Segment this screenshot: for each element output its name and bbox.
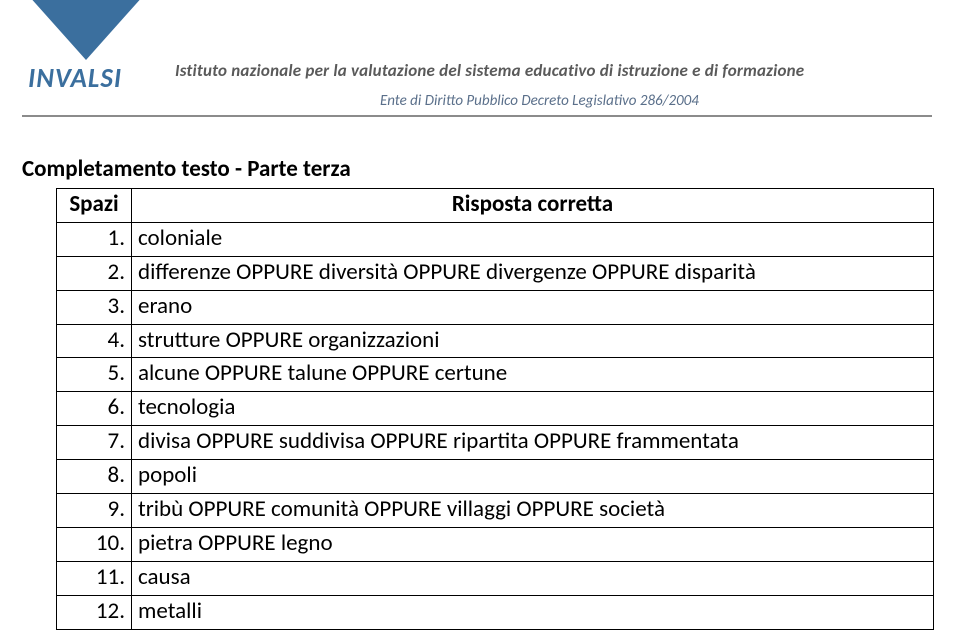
row-number: 6.	[57, 392, 132, 426]
section-title: Completamento testo - Parte terza	[22, 155, 351, 183]
logo-triangle-icon	[28, 0, 144, 60]
row-number: 10.	[57, 527, 132, 561]
row-answer: erano	[132, 290, 934, 324]
table-row: 6.tecnologia	[57, 392, 934, 426]
logo-text: INVALSI	[28, 62, 122, 95]
row-answer: causa	[132, 561, 934, 595]
row-answer: metalli	[132, 595, 934, 629]
row-number: 5.	[57, 358, 132, 392]
table-row: 11.causa	[57, 561, 934, 595]
table-row: 8.popoli	[57, 460, 934, 494]
col-header-risposta: Risposta corretta	[132, 189, 934, 223]
row-number: 1.	[57, 222, 132, 256]
table-row: 3.erano	[57, 290, 934, 324]
row-answer: coloniale	[132, 222, 934, 256]
table-row: 5.alcune OPPURE talune OPPURE certune	[57, 358, 934, 392]
table-row: 4.strutture OPPURE organizzazioni	[57, 324, 934, 358]
answers-table: Spazi Risposta corretta 1.coloniale2.dif…	[56, 188, 934, 630]
row-number: 11.	[57, 561, 132, 595]
header-banner: INVALSI Istituto nazionale per la valuta…	[0, 0, 959, 115]
table-row: 7.divisa OPPURE suddivisa OPPURE riparti…	[57, 426, 934, 460]
row-number: 8.	[57, 460, 132, 494]
row-answer: tribù OPPURE comunità OPPURE villaggi OP…	[132, 494, 934, 528]
col-header-spazi: Spazi	[57, 189, 132, 223]
institute-name: Istituto nazionale per la valutazione de…	[175, 60, 804, 81]
table-row: 1.coloniale	[57, 222, 934, 256]
row-answer: pietra OPPURE legno	[132, 527, 934, 561]
table-row: 10.pietra OPPURE legno	[57, 527, 934, 561]
row-number: 12.	[57, 595, 132, 629]
header-divider	[22, 115, 932, 117]
table-row: 9.tribù OPPURE comunità OPPURE villaggi …	[57, 494, 934, 528]
row-number: 7.	[57, 426, 132, 460]
table-row: 2.differenze OPPURE diversità OPPURE div…	[57, 256, 934, 290]
row-answer: strutture OPPURE organizzazioni	[132, 324, 934, 358]
row-number: 3.	[57, 290, 132, 324]
institute-subline: Ente di Diritto Pubblico Decreto Legisla…	[380, 92, 699, 110]
row-answer: popoli	[132, 460, 934, 494]
row-number: 4.	[57, 324, 132, 358]
row-number: 2.	[57, 256, 132, 290]
table-row: 12.metalli	[57, 595, 934, 629]
row-answer: differenze OPPURE diversità OPPURE diver…	[132, 256, 934, 290]
row-number: 9.	[57, 494, 132, 528]
table-header-row: Spazi Risposta corretta	[57, 189, 934, 223]
row-answer: divisa OPPURE suddivisa OPPURE ripartita…	[132, 426, 934, 460]
row-answer: tecnologia	[132, 392, 934, 426]
row-answer: alcune OPPURE talune OPPURE certune	[132, 358, 934, 392]
